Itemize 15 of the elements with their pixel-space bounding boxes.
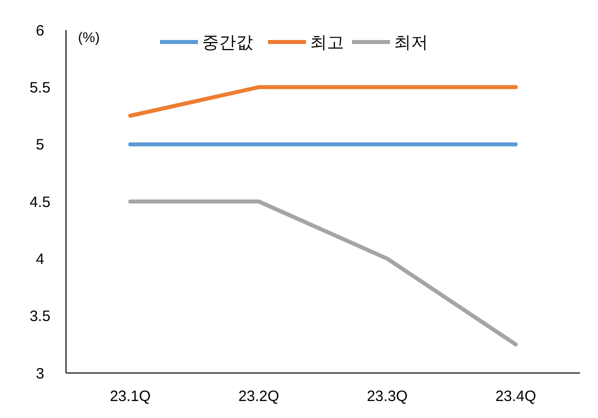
legend-label: 최저	[394, 32, 428, 52]
y-axis-title: (%)	[78, 29, 100, 45]
x-tick-label: 23.4Q	[495, 388, 536, 405]
y-tick-label: 3.5	[30, 308, 50, 326]
y-tick-label: 4	[36, 250, 44, 268]
y-tick-label: 5	[36, 136, 44, 154]
legend-label: 중간값	[202, 32, 253, 52]
y-tick-label: 3	[36, 365, 44, 382]
y-tick-label: 4.5	[30, 194, 50, 211]
x-tick-label: 23.1Q	[110, 388, 151, 405]
y-tick-label: 6	[36, 22, 44, 40]
x-tick-label: 23.2Q	[238, 388, 280, 405]
legend-label: 최고	[310, 32, 344, 52]
x-tick-label: 23.3Q	[366, 388, 408, 405]
y-tick-label: 5.5	[30, 79, 50, 96]
